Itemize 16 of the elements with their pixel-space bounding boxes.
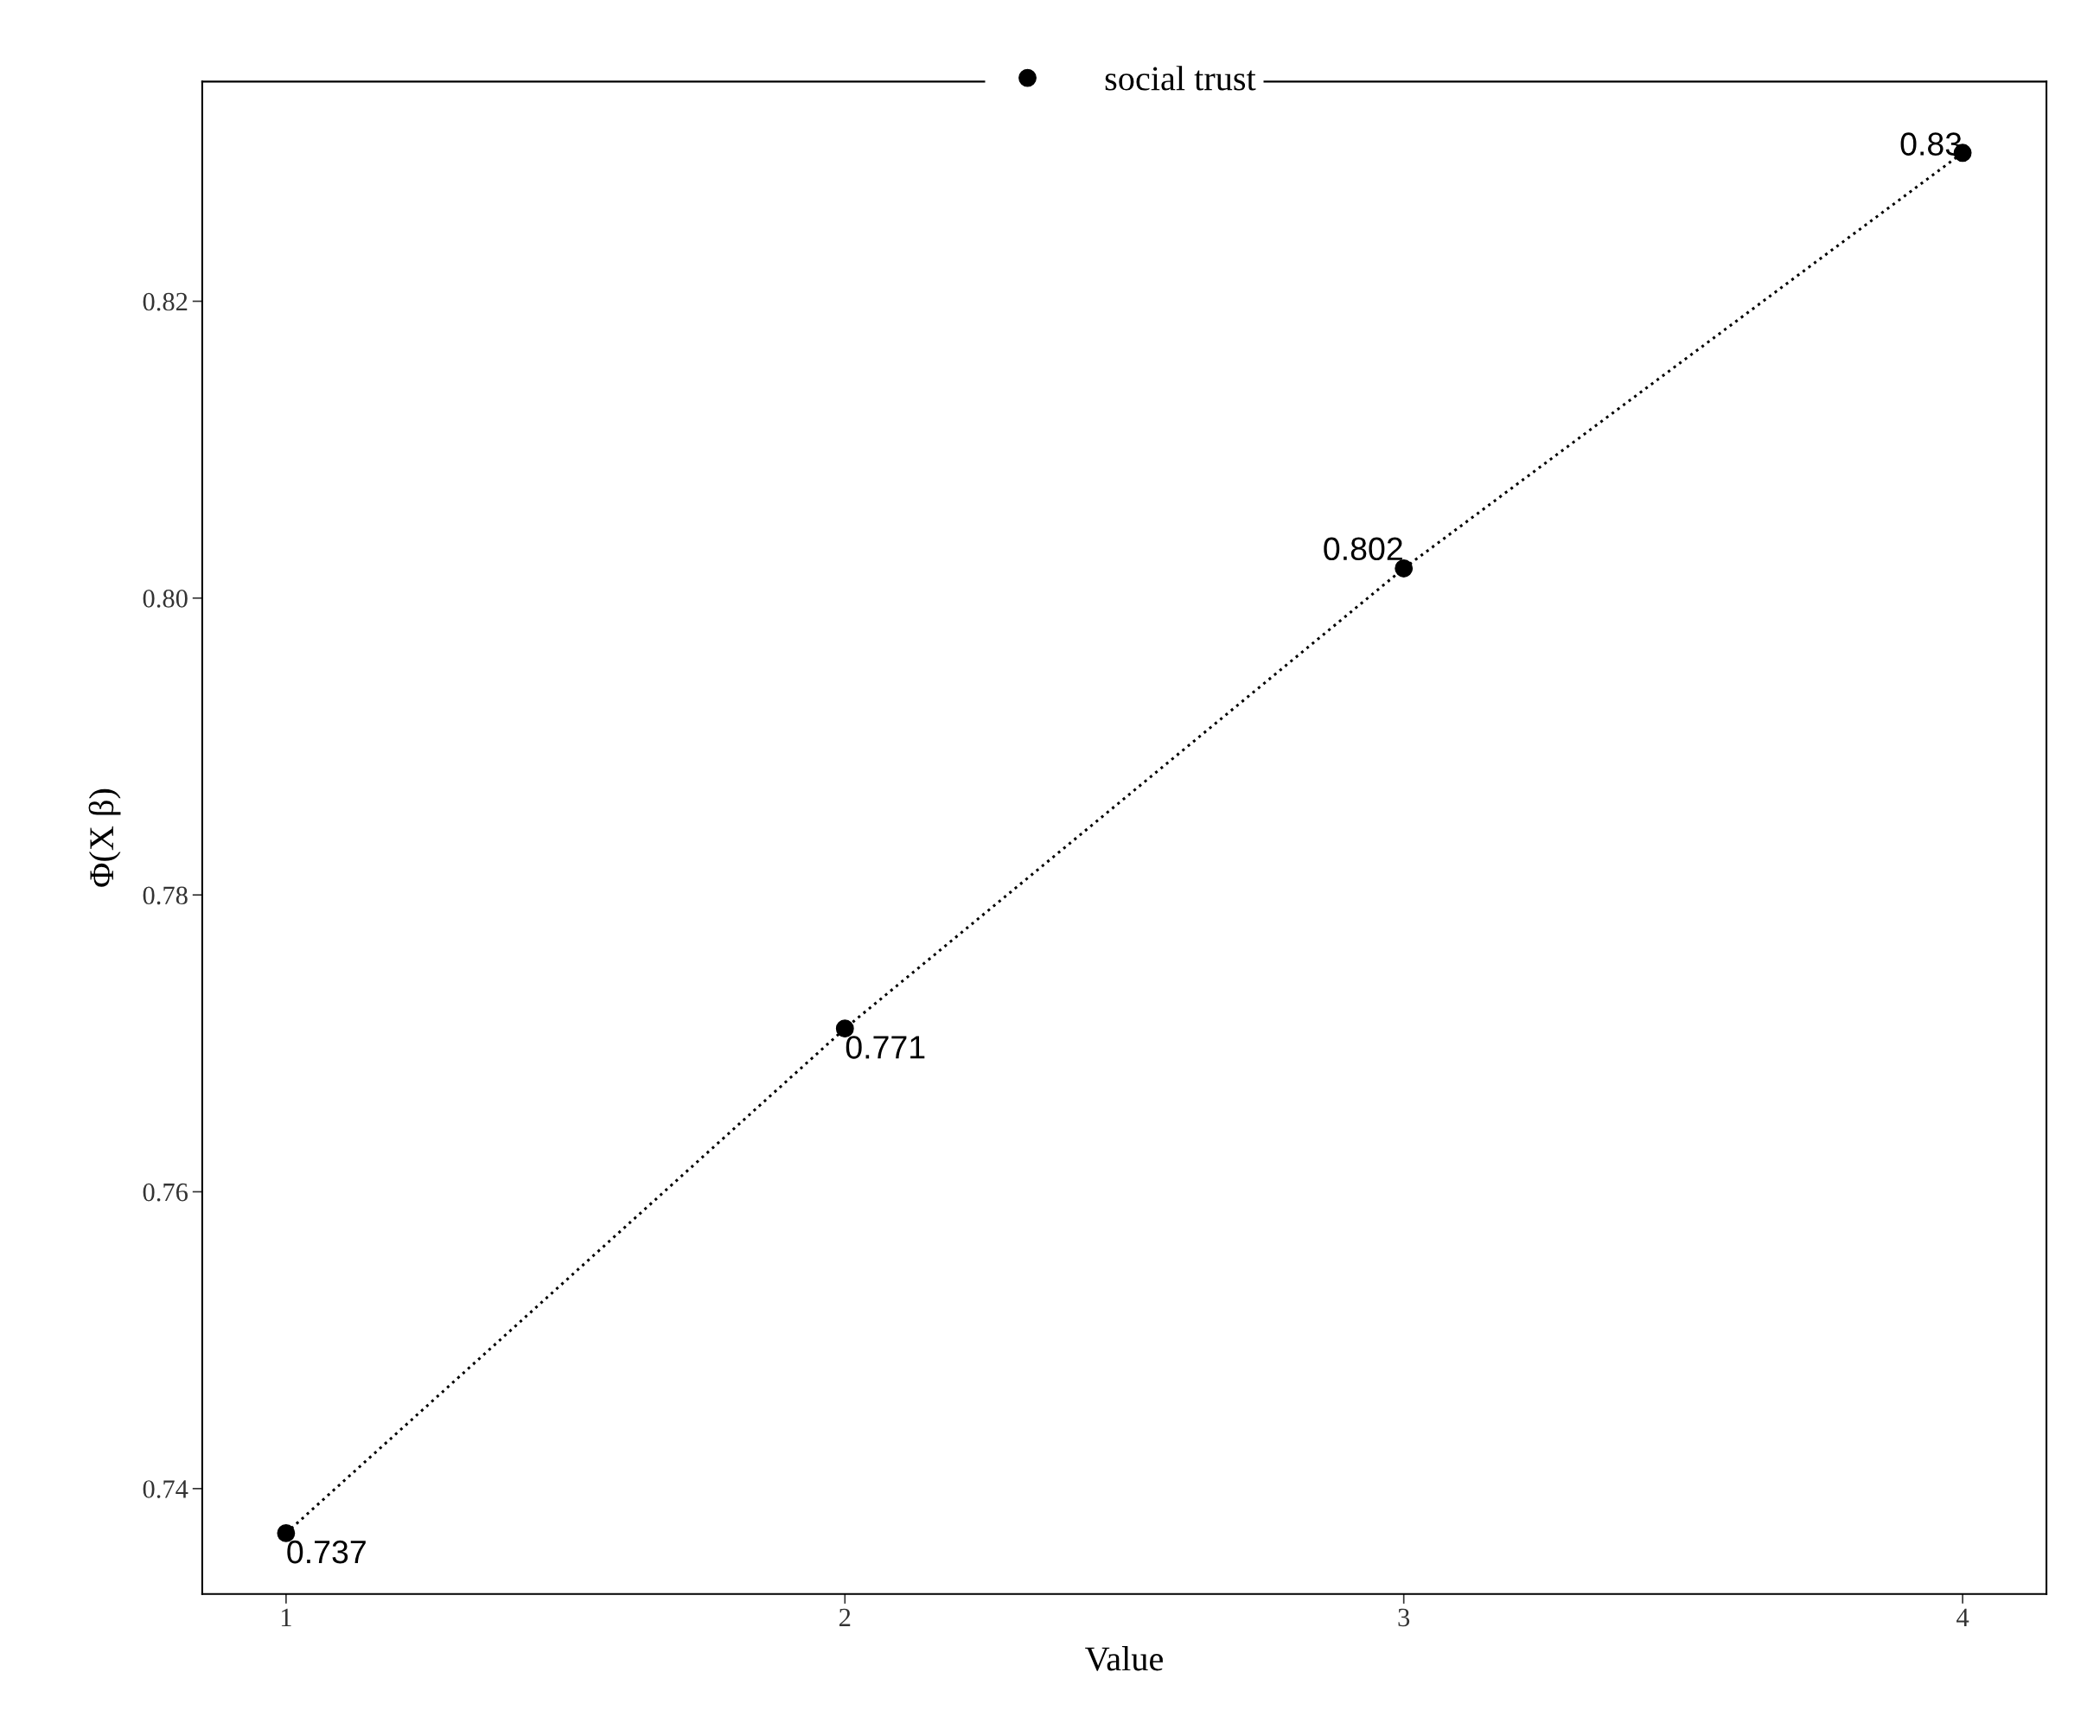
x-tick-label: 3 (1398, 1608, 1410, 1627)
x-tick-label: 1 (281, 1608, 291, 1626)
data-label: 0.771 (846, 1036, 925, 1059)
x-axis-title: Value (1085, 1646, 1163, 1671)
data-label: 0.802 (1324, 537, 1402, 561)
y-tick-label: 0.76 (143, 1183, 188, 1202)
x-tick-label: 2 (839, 1608, 851, 1626)
x-tick-label: 4 (1956, 1608, 1969, 1626)
y-tick-label: 0.82 (143, 292, 188, 311)
y-tick-label: 0.74 (143, 1480, 188, 1498)
y-tick-label: 0.78 (143, 886, 188, 905)
point (1395, 559, 1414, 578)
legend-label: social trust (1105, 66, 1256, 91)
data-label: 0.737 (287, 1540, 366, 1564)
y-axis-title: Φ(X β) (88, 788, 121, 887)
y-tick-label: 0.80 (143, 590, 188, 608)
